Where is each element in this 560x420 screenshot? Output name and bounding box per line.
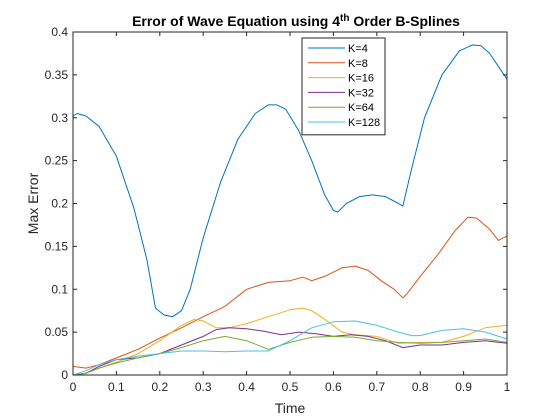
series-line-3 xyxy=(72,307,508,376)
legend-label-5: K=64 xyxy=(348,102,374,114)
axis-ticks: 0 0.1 0.2 0.3 0.4 0.5 0.6 0.7 0.8 0.9 1 0 0.05 0.1 0.1… xyxy=(45,25,511,394)
x-tick-label: 0.2 xyxy=(151,380,168,394)
legend-label-6: K=128 xyxy=(348,117,380,129)
x-tick-label: 0.1 xyxy=(108,380,125,394)
series-line-1 xyxy=(72,44,508,318)
x-tick-label: 0.7 xyxy=(368,380,385,394)
series-line-6 xyxy=(72,320,508,376)
y-tick-label: 0 xyxy=(61,368,68,382)
legend-label-1: K=4 xyxy=(348,43,368,55)
x-tick-label: 0.5 xyxy=(282,380,299,394)
y-tick-label: 0.05 xyxy=(45,325,69,339)
y-tick-label: 0.15 xyxy=(45,239,69,253)
x-tick-label: 0.3 xyxy=(195,380,212,394)
chart-title-superscript: th xyxy=(340,13,349,24)
legend-box xyxy=(301,37,386,136)
x-tick-label: 0 xyxy=(70,380,77,394)
y-tick-label: 0.2 xyxy=(51,197,68,211)
x-tick-label: 1 xyxy=(504,380,511,394)
x-axis-label: Time xyxy=(275,400,306,416)
y-tick-label: 0.4 xyxy=(51,25,68,39)
legend-label-2: K=8 xyxy=(348,58,368,70)
legend: K=4 K=8 K=16 K=32 K=64 K=128 xyxy=(301,37,386,136)
chart-title-suffix: Order B-Splines xyxy=(349,13,460,29)
y-axis-label: Max Error xyxy=(25,172,41,234)
x-tick-label: 0.9 xyxy=(455,380,472,394)
series-lines xyxy=(72,44,508,376)
chart-title: Error of Wave Equation using 4th Order B… xyxy=(132,13,460,30)
y-tick-label: 0.3 xyxy=(51,111,68,125)
legend-label-4: K=32 xyxy=(348,87,374,99)
y-tick-label: 0.25 xyxy=(45,154,69,168)
chart-title-main: Error of Wave Equation using 4 xyxy=(132,13,340,29)
x-tick-label: 0.6 xyxy=(325,380,342,394)
series-line-2 xyxy=(72,216,508,369)
y-tick-label: 0.35 xyxy=(45,68,69,82)
plot-area xyxy=(73,32,507,375)
x-tick-label: 0.4 xyxy=(238,380,255,394)
y-tick-label: 0.1 xyxy=(51,282,68,296)
x-tick-label: 0.8 xyxy=(412,380,429,394)
legend-label-3: K=16 xyxy=(348,73,374,85)
